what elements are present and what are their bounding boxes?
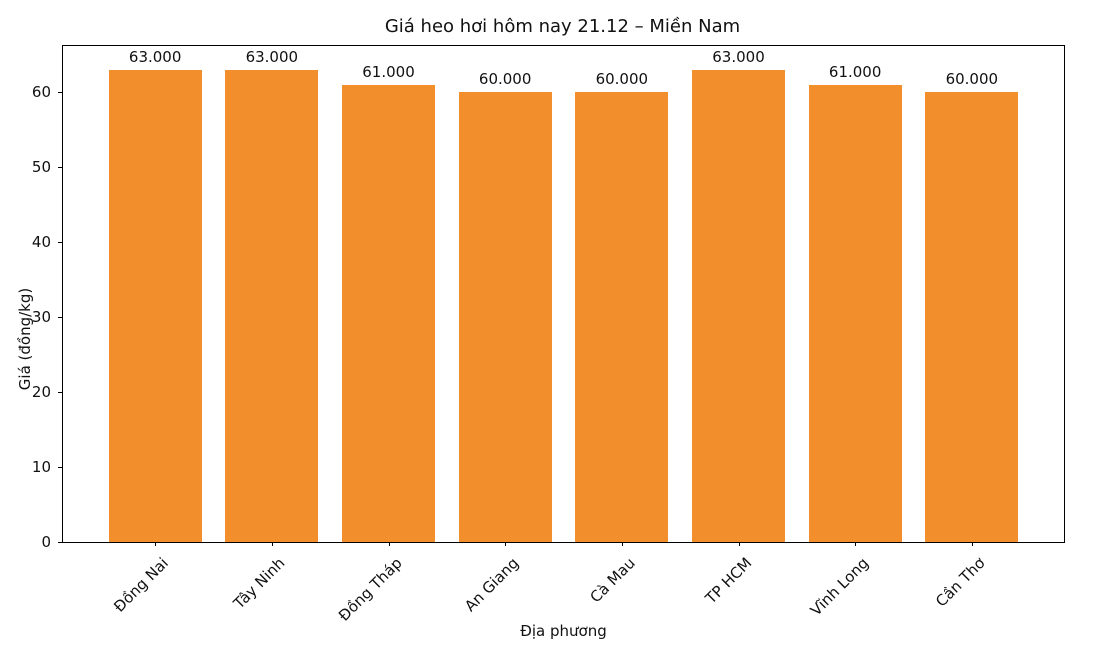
x-tick-mark (855, 542, 857, 546)
y-tick-mark (58, 166, 62, 168)
x-tick-mark (621, 542, 623, 546)
x-tick-label: TP HCM (701, 554, 756, 608)
y-tick-label: 40 (31, 233, 51, 252)
x-tick-label: Đồng Nai (110, 554, 172, 616)
bar-value-label: 60.000 (945, 70, 999, 89)
bar-value-label: 63.000 (245, 47, 299, 66)
bar (808, 84, 902, 542)
x-tick-mark (505, 542, 507, 546)
bar (575, 92, 669, 542)
y-tick-mark (58, 541, 62, 543)
y-tick-label: 60 (31, 83, 51, 102)
y-tick-mark (58, 391, 62, 393)
bar (341, 84, 436, 542)
y-tick-mark (58, 91, 62, 93)
y-axis-label: Giá (đồng/kg) (16, 287, 34, 391)
plot-area: Giá (đồng/kg) Địa phương 63.000 Đồng Nai 6… (16, 45, 1065, 640)
y-tick-mark (58, 241, 62, 243)
chart-title: Giá heo hơi hôm nay 21.12 – Miền Nam (384, 16, 741, 37)
x-tick-mark (155, 542, 157, 546)
y-tick-mark (58, 466, 62, 468)
x-tick-label: Vĩnh Long (806, 554, 872, 620)
bar (925, 92, 1019, 542)
x-tick-label: Cần Thơ (932, 554, 989, 611)
bar-value-label: 61.000 (362, 62, 415, 81)
bar-value-label: 63.000 (128, 47, 182, 66)
bar (458, 92, 552, 542)
bar (225, 69, 319, 542)
y-tick-label: 10 (31, 458, 51, 477)
bar (691, 69, 786, 542)
x-axis-label: Địa phương (520, 622, 607, 640)
x-tick-label: Tây Ninh (230, 554, 289, 613)
y-tick-mark (58, 316, 62, 318)
bar (108, 69, 202, 542)
y-tick-label: 30 (31, 308, 51, 327)
bar-value-label: 60.000 (478, 70, 532, 89)
x-tick-mark (388, 542, 390, 546)
y-tick-label: 50 (31, 158, 51, 177)
x-tick-mark (971, 542, 973, 546)
x-tick-label: An Giang (460, 554, 522, 616)
x-tick-mark (738, 542, 740, 546)
y-tick-label: 20 (31, 383, 51, 402)
bar-value-label: 61.000 (828, 62, 882, 81)
bar-value-label: 63.000 (712, 47, 765, 66)
bar-value-label: 60.000 (595, 70, 649, 89)
x-tick-label: Đồng Tháp (334, 554, 406, 625)
x-tick-label: Cà Mau (586, 554, 639, 607)
y-tick-label: 0 (41, 533, 51, 551)
x-tick-mark (271, 542, 273, 546)
